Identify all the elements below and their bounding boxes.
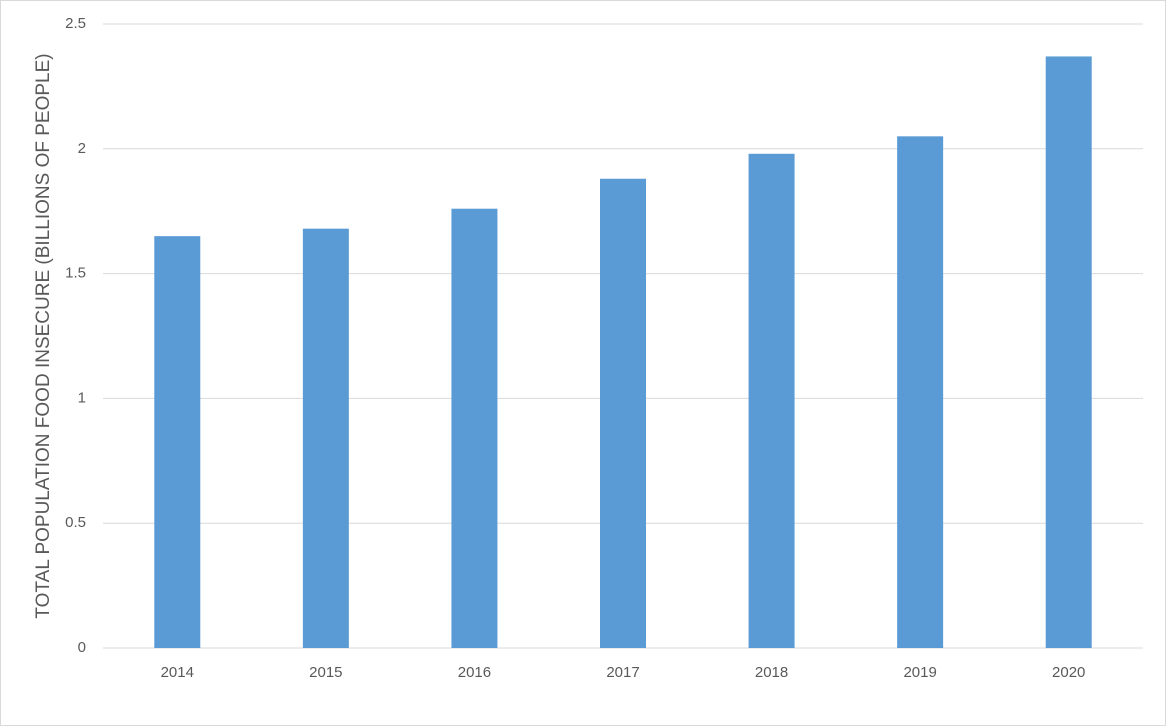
y-tick-label: 0.5	[65, 514, 86, 531]
x-tick-label: 2020	[1052, 664, 1085, 681]
x-tick-label: 2016	[458, 664, 491, 681]
y-tick-label: 1.5	[65, 265, 86, 282]
y-tick-label: 2	[78, 140, 86, 157]
x-tick-label: 2014	[161, 664, 194, 681]
bar	[451, 208, 498, 649]
y-tick-label: 1	[78, 389, 86, 406]
y-tick-label: 2.5	[65, 15, 86, 32]
bar	[154, 236, 201, 648]
bar	[600, 178, 646, 648]
y-tick-label: 0	[78, 639, 86, 656]
bar	[897, 136, 944, 648]
y-axis-title: TOTAL POPULATION FOOD INSECURE (BILLIONS…	[33, 53, 54, 618]
x-tick-label: 2018	[755, 664, 788, 681]
x-tick-label: 2017	[606, 664, 639, 681]
bar	[302, 228, 349, 648]
bar	[1045, 56, 1092, 648]
bar	[748, 153, 795, 649]
x-tick-label: 2015	[309, 664, 342, 681]
x-tick-label: 2019	[903, 664, 936, 681]
